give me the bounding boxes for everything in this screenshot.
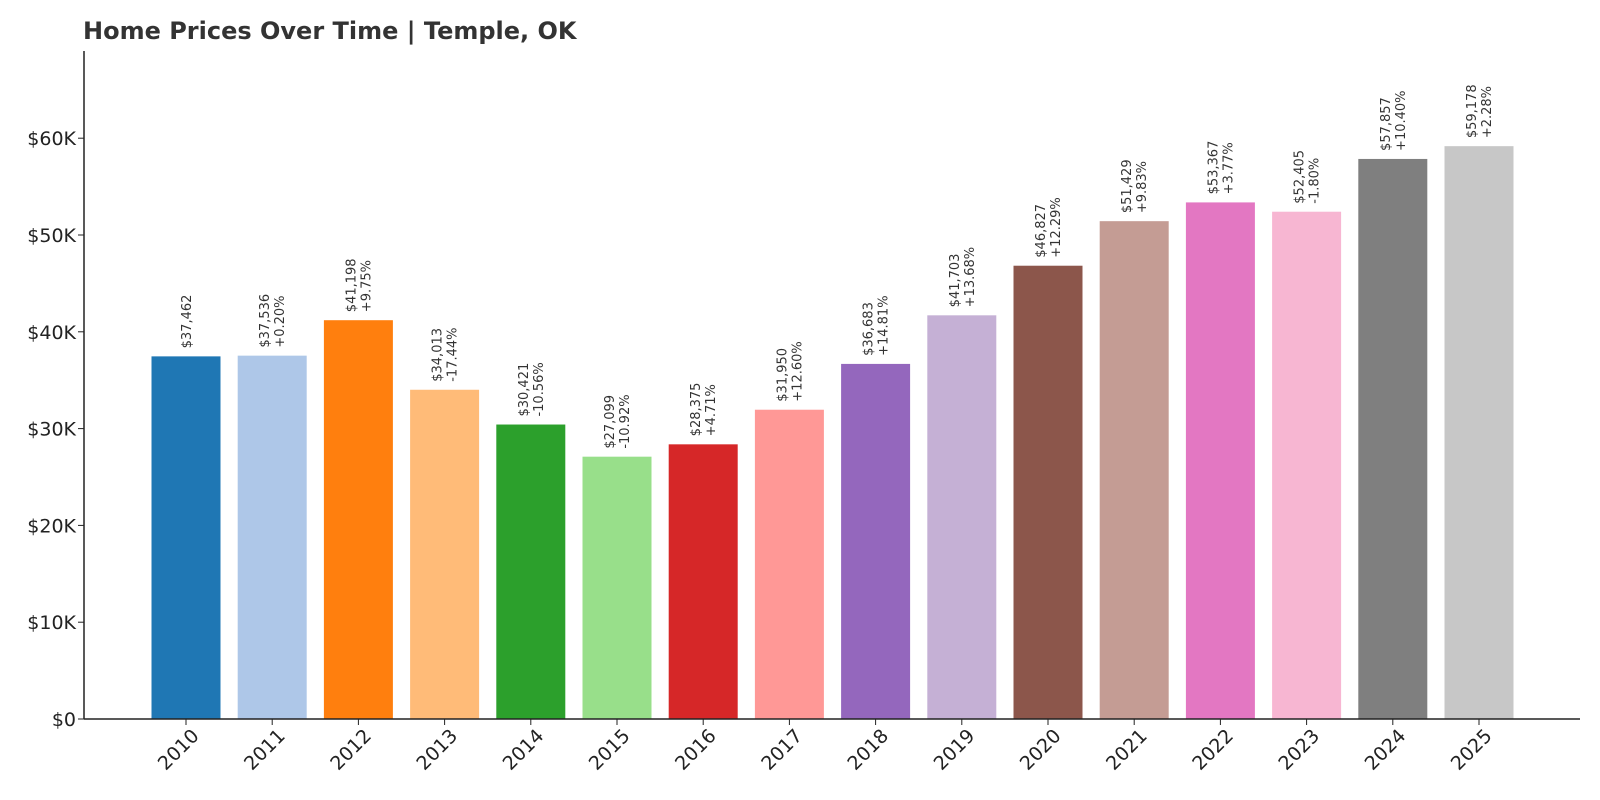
data-label-group: $28,375 +4.71%: [689, 383, 719, 437]
data-label-group: $31,950 +12.60%: [775, 341, 805, 401]
x-tick-label: 2015: [585, 725, 635, 775]
change-label: +12.29%: [1049, 197, 1064, 257]
x-tick-label: 2018: [843, 725, 893, 775]
x-tick-label: 2024: [1361, 725, 1411, 775]
data-label-group: $52,405 -1.80%: [1293, 150, 1323, 204]
value-label: $27,099: [603, 395, 618, 449]
change-label: +3.77%: [1221, 142, 1236, 194]
y-axis: $0 $10K $20K $30K $40K $50K $60K: [27, 128, 84, 731]
change-label: +9.75%: [359, 260, 374, 312]
x-tick-label: 2019: [930, 725, 980, 775]
x-tick-label: 2021: [1102, 725, 1152, 775]
bar-2018: [841, 363, 911, 719]
value-label: $59,178: [1465, 84, 1480, 138]
bar-2015: [582, 456, 652, 719]
data-label-group: $53,367 +3.77%: [1206, 141, 1236, 195]
value-label: $57,857: [1379, 97, 1394, 151]
x-tick-label: 2010: [154, 725, 204, 775]
change-label: +9.83%: [1135, 161, 1150, 213]
chart-title: Home Prices Over Time | Temple, OK: [83, 17, 578, 45]
bar-2014: [496, 424, 566, 719]
data-labels: $37,462 $37,536 +0.20% $41,198 +9.75% $34,013…: [180, 84, 1495, 448]
value-label: $41,703: [948, 254, 963, 308]
data-label-group: $30,421 -10.56%: [517, 362, 547, 416]
x-tick-label: 2014: [499, 725, 549, 775]
change-label: -17.44%: [446, 327, 461, 381]
data-label-group: $36,683 +14.81%: [862, 295, 892, 355]
value-label: $37,462: [180, 295, 195, 349]
bar-2024: [1358, 158, 1428, 720]
x-tick-label: 2013: [412, 725, 462, 775]
data-label-group: $57,857 +10.40%: [1379, 90, 1409, 150]
data-label-group: $51,429 +9.83%: [1120, 159, 1150, 213]
value-label: $53,367: [1206, 141, 1221, 195]
change-label: +10.40%: [1394, 90, 1409, 150]
data-label-group: $27,099 -10.92%: [603, 394, 633, 448]
data-label-group: $46,827 +12.29%: [1034, 197, 1064, 257]
change-label: +2.28%: [1480, 86, 1495, 138]
y-tick-label: $20K: [27, 515, 76, 537]
bar-2010: [151, 356, 221, 719]
bar-2016: [668, 444, 738, 719]
change-label: +4.71%: [704, 384, 719, 436]
bars: [151, 146, 1514, 720]
change-label: +13.68%: [963, 247, 978, 307]
bar-2022: [1185, 202, 1255, 719]
value-label: $36,683: [862, 302, 877, 356]
bar-2019: [927, 315, 997, 719]
data-label-group: $37,462: [180, 295, 195, 349]
y-tick-label: $30K: [27, 419, 76, 441]
bar-2017: [754, 409, 824, 719]
data-label-group: $41,703 +13.68%: [948, 247, 978, 307]
x-axis: 2010 2011 2012 2013 2014 2015 2016 2017 2018 2019…: [154, 719, 1497, 775]
change-label: +14.81%: [877, 295, 892, 355]
change-label: -10.92%: [618, 394, 633, 448]
bar-2020: [1013, 265, 1083, 719]
value-label: $51,429: [1120, 159, 1135, 213]
data-label-group: $41,198 +9.75%: [344, 258, 374, 312]
change-label: -1.80%: [1308, 158, 1323, 204]
x-tick-label: 2023: [1274, 725, 1324, 775]
bar-2013: [410, 389, 480, 719]
data-label-group: $59,178 +2.28%: [1465, 84, 1495, 138]
x-tick-label: 2025: [1447, 725, 1497, 775]
x-tick-label: 2012: [326, 725, 376, 775]
value-label: $30,421: [517, 363, 532, 417]
y-tick-label: $40K: [27, 322, 76, 344]
x-tick-label: 2016: [671, 725, 721, 775]
value-label: $28,375: [689, 383, 704, 437]
y-tick-label: $50K: [27, 225, 76, 247]
x-tick-label: 2011: [240, 725, 290, 775]
value-label: $31,950: [775, 348, 790, 402]
change-label: +0.20%: [273, 295, 288, 347]
bar-2021: [1099, 221, 1169, 719]
bar-2011: [237, 355, 307, 719]
value-label: $52,405: [1293, 150, 1308, 204]
value-label: $41,198: [344, 258, 359, 312]
bar-2012: [323, 320, 393, 719]
x-tick-label: 2022: [1188, 725, 1238, 775]
value-label: $46,827: [1034, 204, 1049, 258]
data-label-group: $34,013 -17.44%: [431, 327, 461, 381]
x-tick-label: 2020: [1016, 725, 1066, 775]
value-label: $37,536: [258, 294, 273, 348]
x-tick-label: 2017: [757, 725, 807, 775]
y-tick-label: $60K: [27, 128, 76, 150]
bar-2023: [1272, 211, 1342, 719]
value-label: $34,013: [431, 328, 446, 382]
change-label: +12.60%: [790, 341, 805, 401]
y-tick-label: $0: [52, 709, 76, 731]
data-label-group: $37,536 +0.20%: [258, 294, 288, 348]
change-label: -10.56%: [532, 362, 547, 416]
y-tick-label: $10K: [27, 612, 76, 634]
bar-2025: [1444, 146, 1514, 719]
